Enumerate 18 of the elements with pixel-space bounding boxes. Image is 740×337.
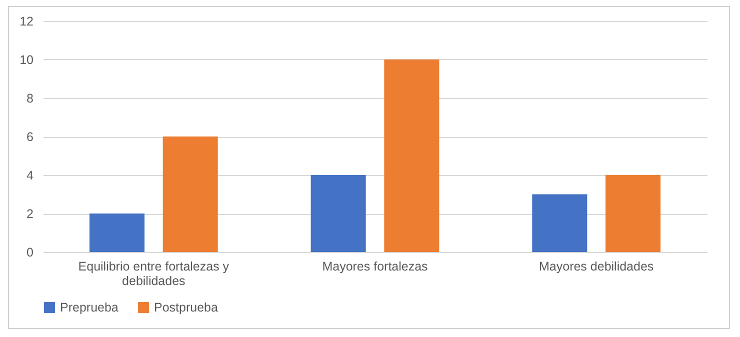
bar: [310, 175, 366, 252]
bar: [606, 175, 661, 252]
bar: [89, 214, 144, 252]
y-tick-label: 10: [20, 53, 34, 67]
x-tick-label: Equilibrio entre fortalezas y debilidades: [78, 260, 230, 288]
y-tick-label: 0: [26, 246, 34, 260]
legend-label: Postprueba: [154, 300, 218, 314]
bar: [384, 60, 440, 252]
x-tick-label: Mayores fortalezas: [322, 260, 428, 274]
legend-label: Preprueba: [60, 300, 118, 314]
y-tick-label: 6: [26, 130, 34, 144]
y-tick-label: 4: [26, 168, 34, 182]
y-tick-label: 12: [20, 14, 34, 28]
bar: [532, 194, 588, 252]
y-tick-label: 2: [26, 207, 34, 221]
y-tick-label: 8: [26, 92, 34, 106]
x-tick-label: Mayores debilidades: [539, 260, 654, 274]
bar: [162, 136, 218, 252]
